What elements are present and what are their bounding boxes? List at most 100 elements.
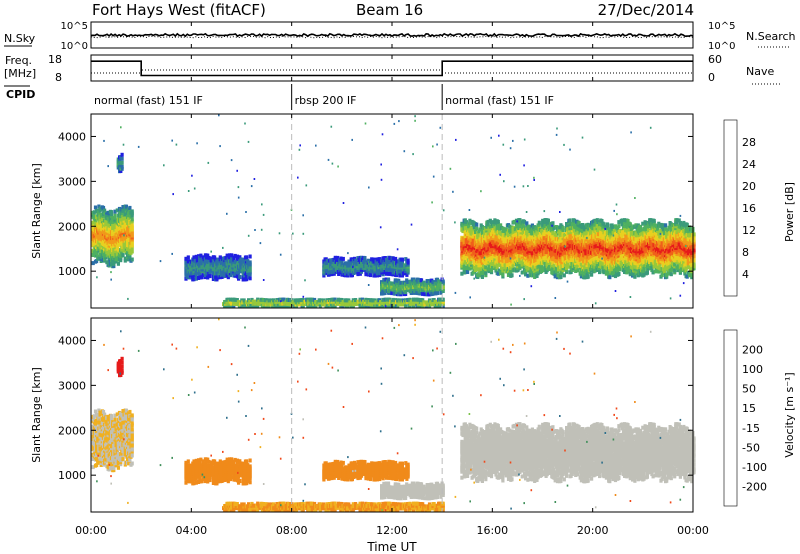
power-cell [512,219,516,224]
power-cell [124,218,128,223]
power-cell [214,257,218,262]
power-cell [91,261,95,266]
power-cell [594,220,598,225]
power-cell [207,259,211,264]
power-cell [95,259,99,264]
power-cell [119,218,123,223]
power-cell [124,204,128,209]
power-cell [366,258,370,263]
power-cell [554,225,558,229]
power-cell [572,248,577,253]
power-cell [583,275,587,280]
power-cell [192,277,196,282]
power-cell [522,219,527,224]
power-cell [329,258,333,263]
power-cell [565,222,569,226]
power-cell [386,277,391,282]
power-cell [100,217,104,222]
freq-label-line1: Freq. [5,54,32,67]
power-cell [553,274,557,279]
power-cell [130,209,134,214]
power-cell [468,266,472,271]
power-cell [239,257,243,262]
power-cell [470,225,474,230]
nave-tick-top: 60 [708,53,722,66]
power-cell [585,237,589,242]
power-cell [463,260,467,265]
power-cell [535,274,539,278]
power-cell [391,256,395,261]
nsky-label: N.Sky [4,32,36,45]
power-cell [508,224,512,229]
power-cell [245,255,249,260]
power-cell [406,258,410,263]
power-cell [97,204,101,209]
power-cell [568,218,572,223]
power-cell [104,253,108,258]
power-cell [382,277,386,282]
power-cell [602,228,606,233]
power-cell [567,264,571,269]
power-cell [552,263,556,268]
power-cell [582,225,586,230]
power-cell [537,220,541,225]
power-cell [400,257,404,262]
power-cell [112,262,116,267]
power-cell [579,240,583,245]
power-cell [130,257,134,262]
power-cell [187,259,191,264]
power-cell [341,256,345,261]
power-cell [504,259,508,264]
power-cell [475,222,479,227]
power-cell [123,212,127,217]
power-cell [577,221,581,226]
power-cell [111,258,115,263]
power-cell [551,261,555,266]
power-cell [496,271,500,276]
power-cell [93,205,98,210]
cpid-segment-label: rbsp 200 IF [295,94,357,107]
power-cell [550,264,554,269]
power-cell [209,256,213,261]
power-cell [213,255,217,260]
power-cell [398,273,402,278]
power-cell [551,267,555,272]
power-cell [207,255,211,260]
nsky-tick-top: 10^5 [61,21,88,32]
power-cell [197,276,201,280]
power-cell [246,259,250,264]
power-cell [576,234,580,239]
power-cell [584,269,588,274]
power-cell [562,273,566,278]
power-cell [103,208,107,213]
power-cell [371,257,375,262]
power-cell [192,255,196,260]
power-cell [391,281,395,286]
power-cell [484,265,488,270]
power-cell [218,255,222,260]
power-cell [530,231,534,236]
power-cell [91,253,95,257]
power-cell [617,272,621,276]
power-cell [216,275,220,280]
power-cell [554,266,558,271]
power-cell [541,218,545,223]
power-cell [509,266,513,270]
power-cell [525,221,529,226]
power-cell [598,226,602,231]
nave-trace [91,69,693,74]
power-cell [223,274,227,278]
power-cell [121,253,125,258]
power-cell [558,229,562,234]
frequency-trace [91,60,693,77]
power-cell [121,205,125,209]
power-cell [497,268,501,273]
power-cell [480,275,484,279]
power-cell [409,279,413,284]
power-cell [115,244,119,249]
nsky-tick-bottom: 10^0 [61,41,88,52]
cpid-segment-label: normal (fast) 151 IF [445,94,554,107]
power-cell [520,270,524,275]
power-cell [201,273,205,278]
